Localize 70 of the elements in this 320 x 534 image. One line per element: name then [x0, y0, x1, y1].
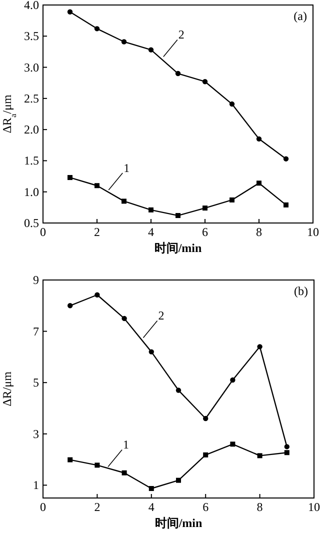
point: [148, 207, 154, 212]
point: [230, 442, 236, 447]
x-tick-label: 0: [40, 500, 46, 514]
y-tick-label: 1.0: [24, 184, 39, 199]
x-axis-title: 时间/min: [154, 241, 202, 255]
annotation: 2: [158, 308, 164, 323]
point: [284, 444, 290, 450]
annotation: 1: [124, 160, 130, 175]
point: [230, 377, 236, 383]
y-axis-title: ΔR/μm: [0, 370, 14, 406]
x-tick-label: 10: [308, 500, 320, 514]
point: [202, 79, 208, 84]
point: [94, 462, 100, 468]
annotation: (a): [294, 9, 307, 23]
point: [229, 101, 235, 107]
point: [203, 416, 208, 422]
point: [284, 202, 288, 208]
point: [121, 39, 127, 44]
y-tick-label: 1.5: [24, 154, 39, 168]
y-tick-label: 5: [33, 376, 39, 390]
y-tick-label: 0.5: [24, 216, 39, 230]
point: [94, 26, 100, 32]
y-tick-label: 9: [33, 273, 39, 287]
point: [67, 9, 73, 14]
point: [256, 180, 262, 186]
point: [175, 70, 181, 76]
point: [122, 198, 126, 204]
x-tick-label: 6: [202, 500, 209, 514]
point: [203, 452, 208, 458]
y-tick-label: 4.0: [24, 0, 39, 12]
point: [148, 349, 154, 354]
point: [202, 206, 208, 211]
point: [94, 292, 100, 298]
point: [122, 316, 127, 322]
point: [68, 303, 73, 308]
point: [68, 175, 72, 180]
point: [148, 47, 154, 52]
point: [68, 457, 73, 462]
y-tick-label: 3.0: [24, 60, 39, 74]
point: [257, 453, 262, 458]
point: [257, 344, 262, 350]
point: [176, 388, 182, 393]
y-tick-label: 2.0: [24, 122, 39, 137]
x-axis-title: 时间/min: [154, 516, 202, 530]
x-tick-label: 4: [148, 500, 154, 514]
y-tick-label: 7: [33, 324, 39, 338]
point: [176, 213, 180, 218]
point: [94, 183, 100, 188]
y-tick-label: 3: [33, 426, 39, 441]
x-tick-label: 8: [256, 500, 263, 514]
point: [148, 486, 154, 492]
x-tick-label: 8: [256, 225, 262, 239]
y-tick-label: 3.5: [24, 29, 39, 44]
point: [230, 197, 234, 202]
annotation: (b): [294, 284, 308, 298]
point: [176, 478, 181, 483]
point: [284, 450, 290, 456]
x-tick-label: 2: [94, 500, 100, 514]
annotation: 1: [123, 438, 130, 452]
y-tick-label: 1: [33, 478, 39, 492]
point: [256, 136, 262, 142]
x-tick-label: 0: [40, 225, 46, 239]
y-tick-label: 2.5: [24, 91, 39, 106]
point: [283, 156, 289, 162]
annotation: 2: [178, 28, 184, 42]
point: [122, 470, 127, 476]
x-tick-label: 4: [148, 225, 154, 239]
x-tick-label: 2: [94, 225, 100, 239]
x-tick-label: 10: [307, 225, 319, 239]
x-tick-label: 6: [202, 225, 208, 239]
